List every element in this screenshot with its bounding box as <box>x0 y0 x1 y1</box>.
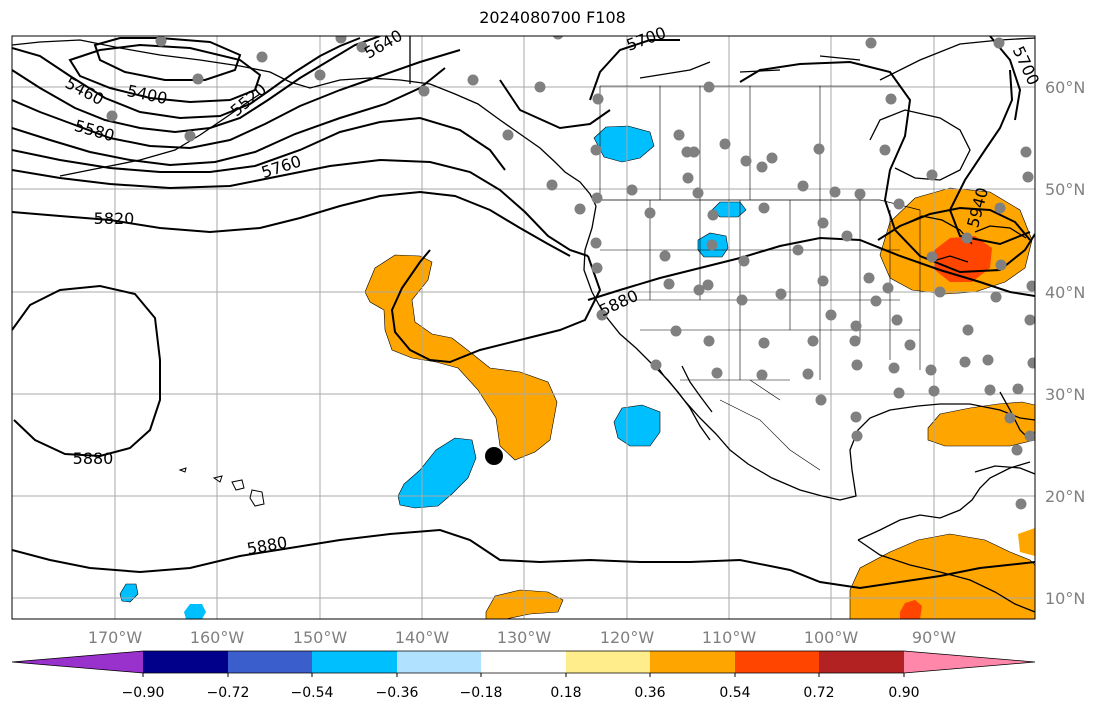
contour-5820 <box>12 190 571 257</box>
height-contours <box>12 36 1035 590</box>
alaska-coastline <box>12 39 597 207</box>
contour-label: 5760 <box>259 151 304 182</box>
lat-tick-label: 20°N <box>1045 487 1085 506</box>
colorbar-tick-label: −0.72 <box>207 685 250 701</box>
storm-center-marker <box>485 447 503 465</box>
station-markers <box>106 36 1035 510</box>
lon-tick-label: 100°W <box>804 628 859 647</box>
anomaly-region-pacific-blue <box>397 437 477 509</box>
lat-tick-label: 30°N <box>1045 385 1085 404</box>
contour-5940 <box>877 206 1031 241</box>
negative-anomaly-regions <box>119 125 747 619</box>
contour-5640-east-trough <box>948 69 1031 246</box>
central-america-coastline <box>857 539 1035 613</box>
lon-tick-label: 150°W <box>293 628 348 647</box>
contour-5400-inner <box>93 37 242 81</box>
contour-5400 <box>68 43 262 104</box>
colorbar: −0.90 −0.72 −0.54 −0.36 −0.18 0.18 0.36 … <box>11 650 1036 701</box>
colorbar-swatch <box>228 651 312 673</box>
contour-label: 5700 <box>624 23 669 55</box>
us-west-coastline <box>583 205 823 497</box>
hudson-bay-coastline <box>869 109 971 181</box>
colorbar-swatch <box>397 651 481 673</box>
lon-tick-label: 110°W <box>702 628 757 647</box>
colorbar-swatch <box>566 651 650 673</box>
lon-tick-label: 160°W <box>190 628 245 647</box>
contour-label: 5400 <box>125 81 169 108</box>
anomaly-region-baja-blue <box>613 404 661 447</box>
lon-tick-label: 130°W <box>497 628 552 647</box>
colorbar-tick-label: −0.36 <box>376 685 419 701</box>
colorbar-tick-label: 0.18 <box>550 685 581 701</box>
lon-tick-labels: 170°W 160°W 150°W 140°W 130°W 120°W 110°… <box>88 628 956 647</box>
colorbar-ticks: −0.90 −0.72 −0.54 −0.36 −0.18 0.18 0.36 … <box>122 685 920 701</box>
colorbar-swatch <box>819 651 904 673</box>
lat-tick-label: 60°N <box>1045 78 1085 97</box>
anomaly-region-ca-red <box>900 600 922 619</box>
colorbar-swatch <box>312 651 397 673</box>
contour-label: 5820 <box>94 209 135 228</box>
contour-5760 <box>12 158 589 257</box>
lon-tick-label: 90°W <box>912 628 956 647</box>
contour-5880-closed-low <box>12 284 161 458</box>
contour-label: 5520 <box>227 79 270 120</box>
contour-5640 <box>12 67 446 167</box>
arctic-coast <box>409 36 1035 84</box>
contour-label: 5880 <box>245 533 288 559</box>
contour-5520 <box>12 36 381 134</box>
contour-5580 <box>12 49 461 150</box>
cuba-coastline <box>974 465 1035 475</box>
map-frame <box>11 35 1036 620</box>
lon-tick-label: 170°W <box>88 628 143 647</box>
yucatan-coastline <box>857 461 1031 541</box>
state-borders <box>600 200 921 381</box>
canada-provinces <box>599 85 900 200</box>
lat-tick-label: 10°N <box>1045 589 1085 608</box>
contour-label: 5880 <box>73 449 114 468</box>
colorbar-tick-label: 0.36 <box>634 685 665 701</box>
colorbar-swatches <box>11 650 1036 677</box>
contour-5460 <box>12 37 361 120</box>
contour-5760-north <box>499 79 611 130</box>
us-canada-border <box>596 199 921 211</box>
colorbar-tick-label: 0.54 <box>719 685 750 701</box>
lon-tick-label: 140°W <box>395 628 450 647</box>
contour-5880-us <box>587 236 1035 301</box>
contour-5700-north <box>589 39 680 101</box>
lat-tick-labels: 60°N 50°N 40°N 30°N 20°N 10°N <box>1045 78 1085 608</box>
colorbar-extend-high <box>904 651 1035 673</box>
colorbar-tick-label: −0.54 <box>291 685 334 701</box>
colorbar-swatch <box>735 651 819 673</box>
colorbar-swatch <box>481 651 566 673</box>
colorbar-extend-low <box>12 651 143 673</box>
colorbar-tick-label: −0.90 <box>122 685 165 701</box>
colorbar-tick-label: 0.90 <box>888 685 919 701</box>
contour-5700-east-trough <box>739 60 1035 274</box>
anomaly-region-gulf-orange <box>927 401 1035 447</box>
contour-labels: 5460 5400 5520 5580 5640 5700 5760 5820 … <box>62 23 1043 559</box>
chart-title: 2024080700 F108 <box>479 8 626 27</box>
lat-tick-label: 50°N <box>1045 180 1085 199</box>
contour-5700 <box>12 116 506 173</box>
mexico-states <box>719 379 821 471</box>
lon-tick-label: 120°W <box>600 628 655 647</box>
colorbar-tick-label: −0.18 <box>460 685 503 701</box>
colorbar-swatch <box>143 651 228 673</box>
colorbar-tick-label: 0.72 <box>803 685 834 701</box>
colorbar-swatch <box>650 651 735 673</box>
hawaii-islands <box>178 467 265 507</box>
anomaly-region-sw-blue <box>184 604 206 619</box>
baja-coastline <box>653 361 713 441</box>
mexico-gulf-coastline <box>821 403 1035 501</box>
contour-5880-south <box>12 528 1035 590</box>
anomaly-region-hawaii-blue <box>119 583 139 603</box>
anomaly-region-canada-blue <box>593 125 655 163</box>
contour-5880-ridge <box>390 249 602 364</box>
contour-label: 5640 <box>361 26 406 63</box>
anomaly-region-far-east-orange <box>1018 528 1035 556</box>
lat-tick-label: 40°N <box>1045 283 1085 302</box>
contour-label: 5700 <box>1009 43 1043 88</box>
map-gridlines <box>12 36 1035 619</box>
